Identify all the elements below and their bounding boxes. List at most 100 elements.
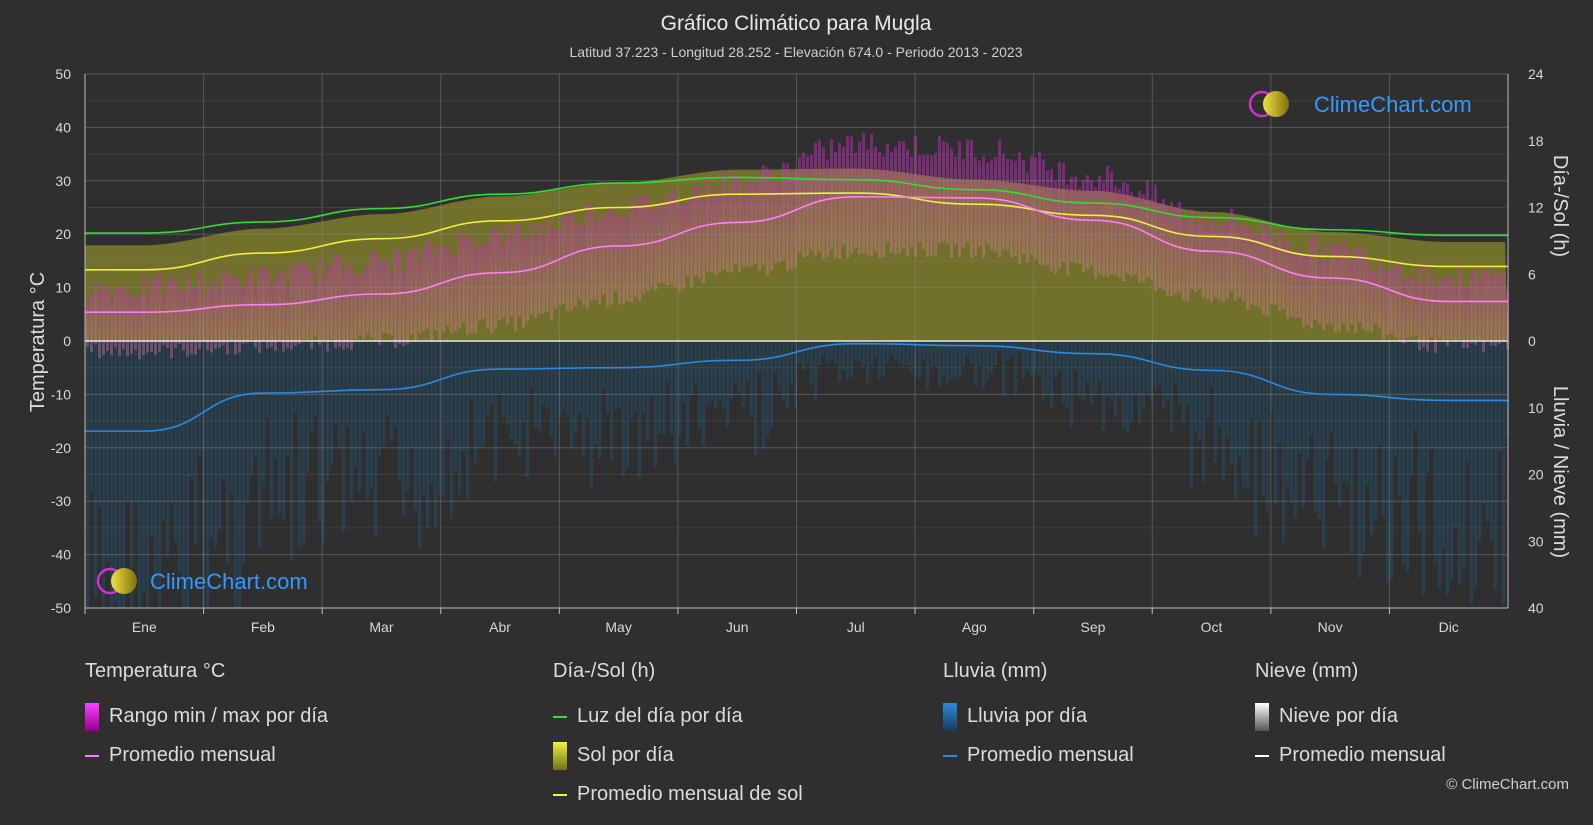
rain-bar bbox=[166, 341, 169, 557]
temp-range-bar bbox=[790, 172, 793, 269]
rain-bar bbox=[1178, 341, 1181, 404]
rain-bar bbox=[1418, 341, 1421, 534]
left-tick-label: 10 bbox=[55, 280, 71, 296]
temp-range-bar bbox=[954, 156, 957, 246]
rain-bar bbox=[310, 341, 313, 432]
legend-item: Luz del día por día bbox=[553, 697, 803, 736]
rain-bar bbox=[138, 341, 141, 608]
rain-bar bbox=[1082, 341, 1085, 402]
temp-range-bar bbox=[382, 262, 385, 334]
legend-rain: Lluvia (mm) Lluvia por día Promedio mens… bbox=[943, 660, 1134, 775]
month-label: Dic bbox=[1439, 619, 1459, 635]
brand-text-top: ClimeChart.com bbox=[1314, 92, 1472, 117]
temp-range-bar bbox=[830, 139, 833, 250]
temp-range-bar bbox=[906, 149, 909, 257]
rain-bar bbox=[478, 341, 481, 447]
rain-bar bbox=[178, 341, 181, 575]
rain-bar bbox=[922, 341, 925, 359]
rain-bar bbox=[1174, 341, 1177, 384]
rain-bar bbox=[834, 341, 837, 364]
right-top-tick-label: 12 bbox=[1528, 200, 1544, 216]
temp-range-bar bbox=[1370, 270, 1373, 333]
rain-bar bbox=[758, 341, 761, 373]
rain-bar bbox=[1234, 341, 1237, 500]
temp-range-bar bbox=[1078, 187, 1081, 264]
rain-bar bbox=[1434, 341, 1437, 562]
rain-bar bbox=[1318, 341, 1321, 519]
temp-range-bar bbox=[1330, 241, 1333, 325]
temp-range-bar bbox=[1286, 239, 1289, 319]
rain-bar bbox=[1038, 341, 1041, 376]
temp-range-bar bbox=[774, 180, 777, 263]
brand-text-bottom: ClimeChart.com bbox=[150, 569, 308, 594]
rain-bar bbox=[914, 341, 917, 378]
temp-range-bar bbox=[974, 157, 977, 256]
rain-bar bbox=[846, 341, 849, 381]
temp-range-bar bbox=[254, 288, 257, 348]
temp-range-bar bbox=[1246, 226, 1249, 310]
temp-range-bar bbox=[374, 251, 377, 341]
rain-bar bbox=[1066, 341, 1069, 408]
temp-range-bar bbox=[578, 221, 581, 300]
temp-range-bar bbox=[1346, 248, 1349, 332]
temp-range-bar bbox=[1450, 276, 1453, 339]
rain-bar bbox=[270, 341, 273, 519]
temp-range-bar bbox=[1234, 218, 1237, 301]
right-bottom-tick-label: 40 bbox=[1528, 600, 1544, 616]
temp-range-bar bbox=[754, 185, 757, 265]
temp-range-bar bbox=[386, 258, 389, 334]
legend-item: Lluvia por día bbox=[943, 697, 1134, 736]
rain-bar bbox=[510, 341, 513, 439]
temp-range-bar bbox=[198, 272, 201, 350]
rain-bar bbox=[1366, 341, 1369, 485]
rain-bar bbox=[1110, 341, 1113, 401]
rain-bar bbox=[726, 341, 729, 428]
rain-bar bbox=[390, 341, 393, 441]
rain-bar bbox=[754, 341, 757, 455]
rain-bar bbox=[1046, 341, 1049, 396]
temp-range-bar bbox=[134, 297, 137, 350]
temp-range-bar bbox=[1318, 261, 1321, 324]
temp-range-bar bbox=[1094, 187, 1097, 279]
rain-bar bbox=[954, 341, 957, 379]
temp-range-bar bbox=[186, 274, 189, 357]
rain-bar bbox=[658, 341, 661, 434]
temp-range-bar bbox=[90, 293, 93, 353]
temp-range-bar bbox=[214, 276, 217, 349]
temp-range-bar bbox=[318, 258, 321, 345]
rain-bar bbox=[466, 341, 469, 500]
rain-bar bbox=[902, 341, 905, 366]
temp-range-bar bbox=[1394, 265, 1397, 338]
temp-range-bar bbox=[794, 169, 797, 268]
temp-range-bar bbox=[1366, 257, 1369, 331]
temp-range-bar bbox=[474, 249, 477, 334]
temp-range-bar bbox=[602, 214, 605, 295]
rain-bar bbox=[1442, 341, 1445, 549]
temp-range-bar bbox=[1298, 248, 1301, 318]
rain-bar bbox=[494, 341, 497, 482]
rain-bar bbox=[398, 341, 401, 481]
temp-range-bar bbox=[958, 141, 961, 258]
temp-range-bar bbox=[1130, 192, 1133, 276]
axes: 50 40 30 20 10 0 -10 -20 -30 -40 -50 24 18 12 6 0 10 20 30… bbox=[51, 66, 1544, 635]
temp-range-bar bbox=[326, 266, 329, 352]
rain-bar bbox=[826, 341, 829, 364]
rain-bar bbox=[370, 341, 373, 490]
rain-bar bbox=[1406, 341, 1409, 573]
snow-avg-swatch bbox=[1255, 754, 1269, 757]
rain-bar bbox=[418, 341, 421, 549]
daylight-swatch bbox=[553, 715, 567, 718]
chart-title: Gráfico Climático para Mugla bbox=[661, 12, 932, 35]
rain-bar bbox=[1390, 341, 1393, 581]
rain-bar bbox=[1202, 341, 1205, 482]
rain-bar bbox=[1098, 341, 1101, 382]
rain-bar bbox=[674, 341, 677, 463]
right-top-tick-label: 18 bbox=[1528, 133, 1544, 149]
rain-bar bbox=[354, 341, 357, 468]
rain-bar bbox=[382, 341, 385, 447]
legend-label: Nieve por día bbox=[1279, 705, 1398, 727]
rain-bar bbox=[722, 341, 725, 410]
temp-range-bar bbox=[966, 139, 969, 243]
left-tick-label: -20 bbox=[51, 440, 71, 456]
temp-range-bar bbox=[798, 157, 801, 253]
